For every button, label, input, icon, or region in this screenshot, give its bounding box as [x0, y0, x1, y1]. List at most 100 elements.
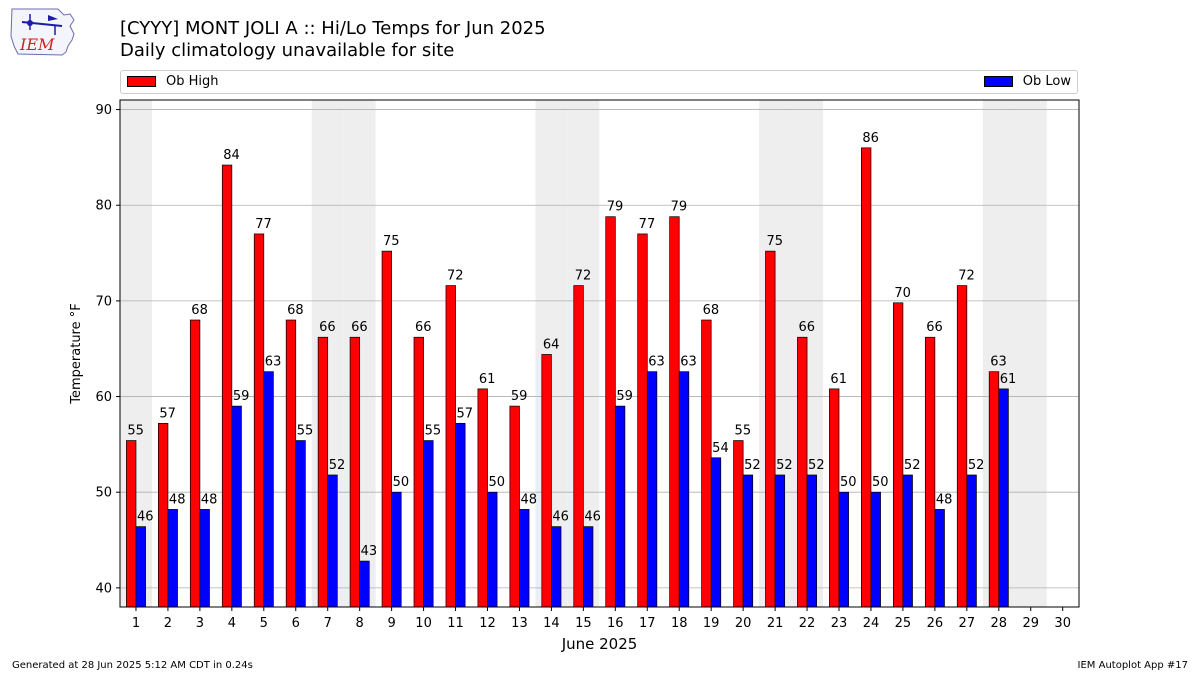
y-tick-label: 80: [95, 199, 112, 214]
x-tick-label: 16: [607, 616, 624, 631]
label-low: 50: [393, 475, 410, 490]
x-tick-label: 11: [447, 616, 464, 631]
bar-low: [519, 509, 530, 608]
label-high: 55: [735, 424, 752, 439]
label-low: 52: [808, 458, 825, 473]
label-high: 79: [671, 200, 688, 215]
bar-high: [829, 388, 840, 608]
x-tick-label: 24: [863, 616, 880, 631]
x-tick-label: 12: [479, 616, 496, 631]
bar-low: [423, 440, 434, 608]
x-tick-label: 19: [703, 616, 720, 631]
label-high: 66: [415, 320, 432, 335]
label-low: 59: [233, 389, 250, 404]
bar-low: [646, 371, 658, 608]
bar-low: [870, 491, 881, 608]
logo-text: IEM: [19, 35, 55, 54]
generated-timestamp: Generated at 28 Jun 2025 5:12 AM CDT in …: [12, 660, 253, 671]
legend-item-low: Ob Low: [983, 74, 1071, 89]
label-low: 46: [552, 510, 569, 525]
label-low: 48: [201, 492, 218, 507]
bar-low: [167, 509, 178, 608]
bar-low: [902, 474, 913, 608]
legend-label-low: Ob Low: [1022, 74, 1071, 89]
x-tick-label: 13: [511, 616, 528, 631]
bar-low: [678, 371, 690, 608]
label-low: 63: [680, 355, 697, 370]
weekend-band: [1014, 100, 1047, 607]
bar-high: [413, 336, 424, 608]
label-high: 72: [575, 269, 592, 284]
bar-low: [966, 474, 977, 608]
label-high: 75: [767, 234, 784, 249]
x-tick-label: 25: [895, 616, 912, 631]
label-high: 61: [479, 372, 496, 387]
label-high: 66: [926, 320, 943, 335]
bar-low: [806, 474, 817, 608]
legend-item-high: Ob High: [127, 74, 219, 89]
app-credit: IEM Autoplot App #17: [1077, 660, 1188, 671]
label-low: 55: [425, 424, 442, 439]
chart-title: [CYYY] MONT JOLI A :: Hi/Lo Temps for Ju…: [120, 18, 546, 39]
bar-high: [892, 302, 904, 608]
label-high: 68: [191, 303, 208, 318]
bar-low: [391, 491, 402, 608]
bar-high: [573, 285, 584, 608]
label-low: 54: [712, 441, 729, 456]
bar-high: [733, 440, 744, 608]
legend: Ob High Ob Low: [120, 70, 1078, 94]
label-high: 66: [798, 320, 815, 335]
x-tick-label: 2: [164, 616, 172, 631]
bar-high: [445, 285, 456, 608]
label-high: 77: [639, 217, 656, 232]
label-high: 75: [383, 234, 400, 249]
x-tick-label: 6: [292, 616, 300, 631]
bar-low: [838, 491, 849, 608]
x-tick-label: 7: [324, 616, 332, 631]
label-low: 63: [265, 355, 282, 370]
label-high: 68: [703, 303, 720, 318]
legend-swatch-low: [983, 76, 1013, 87]
bar-low: [774, 474, 786, 608]
bar-high: [477, 388, 488, 608]
bar-low: [487, 491, 498, 608]
label-high: 70: [894, 286, 911, 301]
bar-low: [583, 526, 594, 608]
label-high: 64: [543, 337, 560, 352]
x-tick-label: 27: [959, 616, 976, 631]
bar-low: [998, 388, 1009, 608]
label-low: 46: [137, 510, 154, 525]
label-low: 46: [584, 510, 601, 525]
label-low: 52: [776, 458, 793, 473]
bar-high: [605, 216, 616, 608]
bar-high: [956, 285, 968, 608]
bar-low: [551, 526, 562, 608]
chart-subtitle: Daily climatology unavailable for site: [120, 40, 455, 61]
label-high: 61: [830, 372, 847, 387]
label-low: 48: [169, 492, 186, 507]
label-high: 66: [351, 320, 368, 335]
bar-low: [295, 440, 306, 608]
y-tick-label: 40: [95, 581, 112, 596]
label-high: 59: [511, 389, 528, 404]
x-tick-label: 30: [1054, 616, 1071, 631]
x-tick-label: 29: [1022, 616, 1039, 631]
label-low: 52: [904, 458, 921, 473]
label-low: 63: [648, 355, 665, 370]
x-tick-label: 3: [196, 616, 204, 631]
x-tick-label: 1: [132, 616, 140, 631]
label-low: 50: [488, 475, 505, 490]
x-tick-label: 9: [387, 616, 395, 631]
bar-low: [199, 509, 210, 608]
label-high: 57: [159, 406, 176, 421]
bar-high: [285, 319, 297, 608]
label-low: 55: [297, 424, 314, 439]
y-axis-label: Temperature °F: [69, 303, 84, 404]
label-low: 50: [872, 475, 889, 490]
x-tick-label: 18: [671, 616, 688, 631]
bar-high: [189, 319, 201, 608]
plot-frame: [119, 99, 1080, 608]
label-low: 61: [1000, 372, 1017, 387]
bar-high: [861, 147, 872, 608]
